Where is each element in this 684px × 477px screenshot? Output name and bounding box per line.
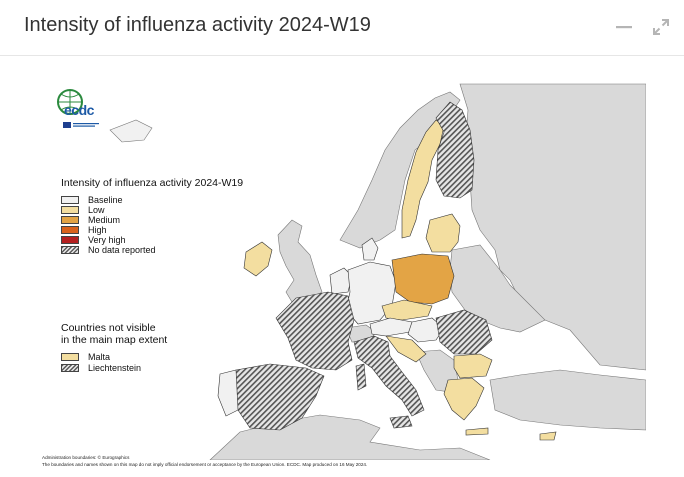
card-header: Intensity of influenza activity 2024-W19 [0, 0, 684, 56]
region-ukraine-belarus [449, 244, 546, 333]
region-denmark [361, 237, 379, 261]
legend-label: No data reported [88, 245, 156, 255]
legend-swatch [61, 196, 79, 204]
region-baltics [425, 213, 461, 253]
region-crete [465, 427, 489, 436]
ecdc-logo-text: ecdc [64, 102, 94, 118]
small-countries-legend-title: Countries not visible in the main map ex… [61, 322, 167, 346]
legend-item-very-high: Very high [61, 235, 126, 245]
region-poland [391, 253, 455, 305]
legend-swatch [61, 353, 79, 361]
legend-item-malta: Malta [61, 352, 110, 362]
legend-item-low: Low [61, 205, 105, 215]
legend-item-high: High [61, 225, 107, 235]
minimize-button[interactable] [615, 18, 633, 36]
region-cyprus [539, 431, 557, 441]
europe-map [40, 70, 646, 460]
legend-label: Liechtenstein [88, 363, 142, 373]
legend-label: Medium [88, 215, 121, 225]
legend-swatch [61, 226, 79, 234]
region-czechia-slovakia [381, 299, 433, 321]
small-legend-title-line2: in the main map extent [61, 334, 168, 346]
legend-item-medium: Medium [61, 215, 120, 225]
legend-swatch [61, 236, 79, 244]
legend-label: Baseline [88, 195, 123, 205]
small-legend-title-line1: Countries not visible [61, 322, 156, 334]
region-turkey [489, 369, 646, 431]
minus-icon [616, 26, 632, 29]
expand-button[interactable] [652, 18, 670, 36]
legend-swatch [61, 246, 79, 254]
region-sweden [401, 119, 445, 239]
legend-label: Low [88, 205, 105, 215]
region-croatia [385, 335, 427, 363]
legend-title: Intensity of influenza activity 2024-W19 [61, 177, 244, 189]
region-sicily [389, 415, 413, 429]
region-romania [435, 309, 493, 355]
influenza-map [40, 70, 646, 460]
legend-swatch [61, 216, 79, 224]
region-sardinia-corsica [355, 363, 367, 391]
region-italy [353, 335, 425, 417]
region-iceland [109, 119, 153, 143]
region-portugal [217, 369, 239, 417]
region-greece [443, 377, 485, 421]
legend-item-no-data: No data reported [61, 245, 156, 255]
region-ireland [243, 241, 273, 277]
expand-arrows-icon [653, 19, 669, 35]
region-hungary [407, 317, 445, 343]
legend-item-liechtenstein: Liechtenstein [61, 363, 141, 373]
legend-swatch [61, 364, 79, 372]
ecdc-logo [57, 89, 99, 128]
legend-label: Malta [88, 352, 111, 362]
region-bulgaria [453, 353, 493, 379]
legend-swatch [61, 206, 79, 214]
legend-item-baseline: Baseline [61, 195, 123, 205]
footnote-disclaimer: The boundaries and names shown on this m… [42, 462, 368, 467]
footnote-boundaries: Administration boundaries: © Eurographic… [42, 455, 130, 460]
page-title: Intensity of influenza activity 2024-W19 [24, 14, 371, 36]
legend-label: High [88, 225, 107, 235]
legend-label: Very high [88, 235, 126, 245]
region-france [275, 291, 355, 371]
region-finland [435, 101, 475, 199]
